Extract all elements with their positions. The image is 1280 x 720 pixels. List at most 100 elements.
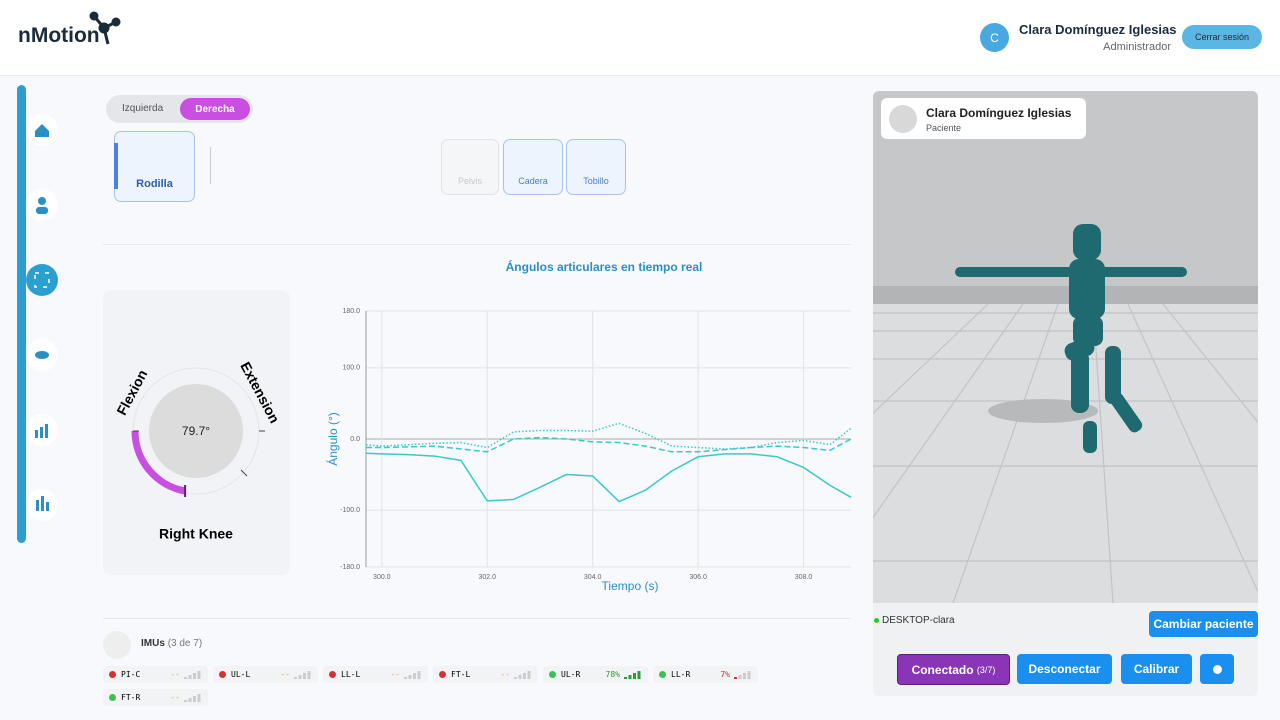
imu-chip: LL-R 7% xyxy=(653,666,758,683)
scene xyxy=(873,91,1258,604)
y-tick-label: 100.0 xyxy=(342,365,360,372)
imu-chip: PI-C -- xyxy=(103,666,208,683)
accent xyxy=(114,143,118,189)
imu-level: -- xyxy=(280,670,290,679)
signal xyxy=(184,694,201,702)
calibrate-button[interactable]: Calibrar xyxy=(1121,654,1192,684)
sidebar xyxy=(17,85,26,543)
joint-label: Rodilla xyxy=(136,178,173,190)
left-option[interactable]: Izquierda xyxy=(122,103,164,114)
imu-label: IMUs xyxy=(141,638,165,649)
y-tick-label: -180.0 xyxy=(340,564,360,571)
patient-avatar xyxy=(889,105,917,133)
signal xyxy=(184,671,201,679)
right-option[interactable]: Derecha xyxy=(180,98,250,120)
line-chart: Ángulos articulares en tiempo real Tiempo… xyxy=(325,259,852,593)
joint-label: Pelvis xyxy=(457,176,482,186)
status-dot xyxy=(549,671,556,678)
flexion-label: Flexion xyxy=(113,367,150,418)
connected-label: Conectado xyxy=(911,662,974,677)
joint-name: Right Knee xyxy=(159,526,233,542)
header xyxy=(0,0,1280,76)
user-name: Clara Domínguez Iglesias xyxy=(1019,22,1177,37)
gauge: 79.7° Flexion Extension Right Knee xyxy=(113,359,283,542)
signal xyxy=(294,671,311,679)
extension-label: Extension xyxy=(237,359,283,426)
x-tick-label: 304.0 xyxy=(584,574,602,581)
patient-role: Paciente xyxy=(926,123,962,133)
status-dot xyxy=(109,694,116,701)
joint-option[interactable]: Cadera xyxy=(503,139,563,195)
imu-name: UL-L xyxy=(231,670,251,679)
imu-chip: FT-L -- xyxy=(433,666,538,683)
joint-option[interactable]: Tobillo xyxy=(566,139,626,195)
y-tick-label: -100.0 xyxy=(340,507,360,514)
avatar: C xyxy=(980,23,1009,52)
disconnect-button[interactable]: Desconectar xyxy=(1017,654,1112,684)
user-role: Administrador xyxy=(1103,41,1171,53)
x-axis-label: Tiempo (s) xyxy=(602,579,659,593)
record-icon xyxy=(1212,664,1222,674)
imu-chip: LL-L -- xyxy=(323,666,428,683)
imu-level: 78% xyxy=(605,670,620,679)
series-line xyxy=(366,436,852,453)
series-line xyxy=(365,422,852,450)
y-tick-label: 180.0 xyxy=(342,308,360,315)
gauge-arc xyxy=(131,430,186,495)
status-dot xyxy=(439,671,446,678)
imu-count: (3 de 7) xyxy=(167,638,203,649)
logout-button[interactable]: Cerrar sesión xyxy=(1182,25,1262,49)
imu-name: FT-L xyxy=(451,670,471,679)
status-dot xyxy=(874,618,879,623)
change-patient-button[interactable]: Cambiar paciente xyxy=(1149,611,1258,637)
divider xyxy=(103,244,851,245)
gauge-value: 79.7° xyxy=(182,424,210,438)
device: DESKTOP-clara xyxy=(882,615,955,626)
joint-main[interactable]: Rodilla xyxy=(114,131,195,202)
imu-level: -- xyxy=(500,670,510,679)
signal xyxy=(624,671,641,679)
divider xyxy=(103,618,851,619)
joint-label: Cadera xyxy=(518,176,548,186)
brand: nMotion xyxy=(18,24,100,47)
status-dot xyxy=(659,671,666,678)
status-dot xyxy=(109,671,116,678)
imu-name: UL-R xyxy=(561,670,581,679)
imu-name: FT-R xyxy=(121,693,141,702)
divider xyxy=(210,147,211,184)
signal xyxy=(514,671,531,679)
imu-title: IMUs (3 de 7) xyxy=(141,638,202,649)
joint-label: Tobillo xyxy=(583,176,609,186)
imu-level: -- xyxy=(390,670,400,679)
y-tick-label: 0.0 xyxy=(350,436,360,443)
imu-name: LL-L xyxy=(341,670,361,679)
x-tick-label: 306.0 xyxy=(689,574,707,581)
viewer: Clara Domínguez Iglesias Paciente DESKTO… xyxy=(873,91,1258,696)
y-axis-label: Ángulo (°) xyxy=(325,412,340,466)
chart-title: Ángulos articulares en tiempo real xyxy=(506,259,703,274)
status-dot xyxy=(329,671,336,678)
imu-chip: UL-R 78% xyxy=(543,666,648,683)
imu-level: -- xyxy=(170,670,180,679)
x-tick-label: 302.0 xyxy=(478,574,496,581)
imu-name: PI-C xyxy=(121,670,141,679)
imu-chip: FT-R -- xyxy=(103,689,208,706)
sidebar-icons xyxy=(26,114,58,521)
x-tick-label: 300.0 xyxy=(373,574,391,581)
joint-option[interactable]: Pelvis xyxy=(441,139,499,195)
imu-chip: UL-L -- xyxy=(213,666,318,683)
imu-icon xyxy=(103,631,131,659)
imu-name: LL-R xyxy=(671,670,691,679)
connected-count: (3/7) xyxy=(976,664,996,675)
signal xyxy=(404,671,421,679)
imu-level: 7% xyxy=(720,670,730,679)
signal xyxy=(734,671,751,679)
imu-level: -- xyxy=(170,693,180,702)
x-tick-label: 308.0 xyxy=(795,574,813,581)
connected-button[interactable]: Conectado (3/7) xyxy=(897,654,1010,685)
record-button[interactable] xyxy=(1200,654,1234,684)
status-dot xyxy=(219,671,226,678)
series-line xyxy=(365,452,852,503)
logo xyxy=(89,11,121,45)
